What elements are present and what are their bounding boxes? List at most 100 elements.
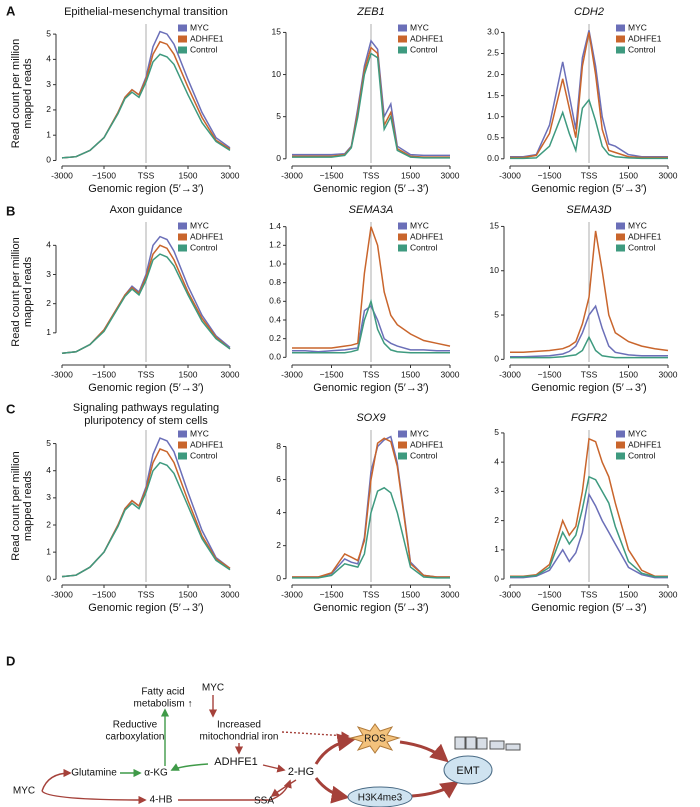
x-tick-label: −1500 [92,589,116,599]
x-tick-label: 1500 [179,369,198,379]
chart-title: SOX9 [356,412,385,424]
node-label: Increased [217,720,261,731]
legend-label: ADHFE1 [628,439,662,449]
x-tick-label: -3000 [499,170,521,180]
legend-swatch [616,24,625,32]
y-tick-label: 0.4 [269,314,281,324]
x-axis-label: Genomic region (5′→3′) [88,183,203,195]
legend-label: Control [410,450,438,460]
y-tick-label: 1.4 [269,221,281,231]
y-tick-label: 5 [494,309,499,319]
y-tick-label: 1.5 [487,90,499,100]
x-tick-label: −1500 [320,589,344,599]
arrow [41,790,147,805]
legend-swatch [398,222,407,230]
y-tick-label: 4 [46,54,51,64]
x-tick-label: 1500 [401,369,420,379]
y-tick-label: 3 [46,492,51,502]
x-tick-label: 3000 [659,170,678,180]
arrow [411,780,459,799]
legend-label: MYC [190,428,209,438]
data-line [510,30,668,158]
y-tick-label: 5 [494,427,499,437]
legend-swatch [616,430,625,438]
node-label: mitochondrial iron [200,732,279,743]
node-label: carboxylation [106,732,165,743]
legend-label: ADHFE1 [628,231,662,241]
node-label: MYC [202,683,224,694]
x-tick-label: TSS [363,369,380,379]
y-tick-label: 5 [276,111,281,121]
node-label: ADHFE1 [214,756,257,768]
legend-swatch [398,24,407,32]
chart-title: ZEB1 [356,6,385,18]
data-line [61,253,231,355]
x-tick-label: -3000 [51,589,73,599]
legend-label: MYC [190,22,209,32]
y-tick-label: 0 [494,573,499,583]
x-axis-label: Genomic region (5′→3′) [313,382,428,394]
x-tick-label: TSS [363,589,380,599]
y-tick-label: 2.5 [487,48,499,58]
y-tick-label: 2.0 [487,69,499,79]
node-label: Fatty acid [141,687,184,698]
legend-swatch [178,24,187,32]
x-tick-label: 3000 [221,369,240,379]
emt-node [443,755,493,785]
arrows [41,695,459,805]
data-line [510,32,668,159]
legend-label: ADHFE1 [190,33,224,43]
y-tick-label: 2 [276,540,281,550]
y-axis-label: mapped reads [22,256,34,327]
chart: 0 5 10 15 -3000 −1500 TSS 1500 3000 SEMA3D Genomic… [490,204,678,394]
y-tick-label: 5 [46,28,51,38]
chart: 1 2 3 4 -3000 −1500 TSS 1500 3000 Axon guidance Ge… [10,204,240,394]
y-tick-label: 1 [46,327,51,337]
legend-label: Control [190,450,218,460]
x-tick-label: 1500 [179,589,198,599]
legend-label: MYC [628,22,647,32]
node-label: 4-HB [150,795,173,806]
arrow [262,764,286,773]
x-tick-label: 3000 [441,589,460,599]
y-tick-label: 3 [494,486,499,496]
data-line [510,475,668,578]
x-tick-label: 3000 [221,589,240,599]
legend-label: Control [410,44,438,54]
ros-star [349,723,401,754]
arrow [314,777,350,804]
y-tick-label: 6 [276,474,281,484]
x-tick-label: −1500 [320,170,344,180]
x-axis-label: Genomic region (5′→3′) [313,602,428,614]
x-axis-label: Genomic region (5′→3′) [531,602,646,614]
x-tick-label: -3000 [281,589,303,599]
y-tick-label: 0.0 [487,153,499,163]
legend-label: MYC [410,428,429,438]
chart: 0 1 2 3 4 5 -3000 −1500 TSS 1500 3000 FGFR2 Genomic … [494,412,677,614]
x-tick-label: TSS [138,170,155,180]
y-tick-label: 10 [272,69,282,79]
x-axis-label: Genomic region (5′→3′) [531,382,646,394]
y-tick-label: 3.0 [487,27,499,37]
y-axis-label: Read count per million [10,237,22,346]
data-line [510,335,668,359]
chart-title: pluripotency of stem cells [84,415,208,427]
panel-label: D [6,653,15,668]
y-tick-label: 0.5 [487,132,499,142]
y-axis-label: mapped reads [22,58,34,129]
x-tick-label: −1500 [538,589,562,599]
legend-label: ADHFE1 [190,439,224,449]
data-line [510,230,669,354]
x-tick-label: 3000 [441,170,460,180]
legend-swatch [398,46,407,54]
node-label: MYC [13,786,35,797]
y-tick-label: 4 [276,507,281,517]
arrow [41,768,72,792]
chart-title: CDH2 [574,6,604,18]
data-line [510,98,668,160]
chart-title: SEMA3A [349,204,394,216]
data-line [510,437,668,577]
x-tick-label: 3000 [221,170,240,180]
y-tick-label: 1.0 [487,111,499,121]
x-tick-label: 1500 [401,589,420,599]
